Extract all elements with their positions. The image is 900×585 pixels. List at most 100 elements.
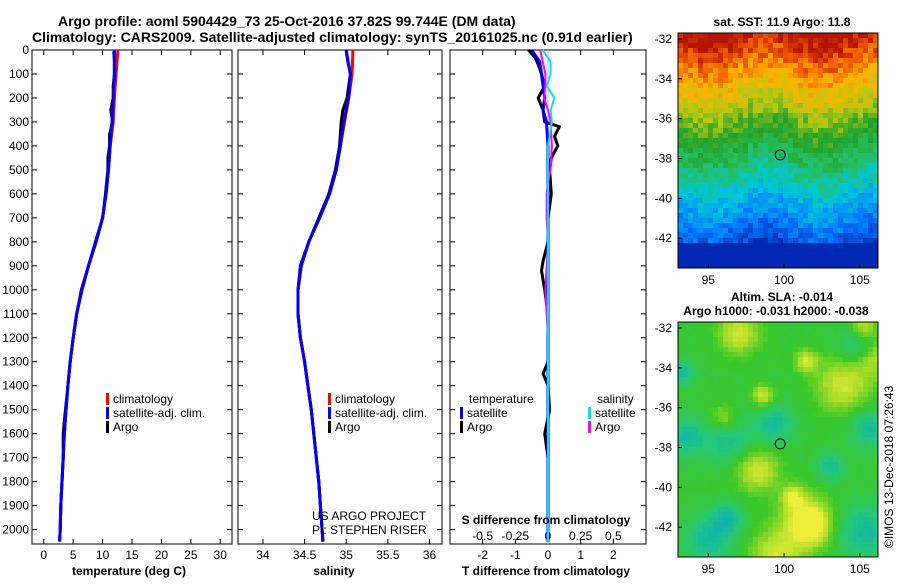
sla-pixel: [793, 432, 798, 437]
sla-pixel: [773, 427, 778, 432]
sst-pixel: [843, 153, 848, 158]
map-lon-label: 105: [850, 562, 870, 576]
sst-pixel: [838, 63, 843, 68]
sla-pixel: [738, 472, 743, 477]
sst-pixel: [848, 193, 853, 198]
sla-pixel: [723, 382, 728, 387]
sla-pixel: [833, 357, 838, 362]
sla-pixel: [793, 442, 798, 447]
sst-pixel: [698, 253, 703, 258]
sla-pixel: [823, 477, 828, 482]
sst-pixel: [763, 158, 768, 163]
sla-pixel: [688, 467, 693, 472]
sst-pixel: [688, 168, 693, 173]
sla-pixel: [863, 342, 868, 347]
sla-pixel: [728, 547, 733, 552]
sst-pixel: [763, 48, 768, 53]
sst-pixel: [678, 193, 683, 198]
sla-pixel: [708, 402, 713, 407]
sla-pixel: [823, 392, 828, 397]
sla-pixel: [713, 357, 718, 362]
sst-pixel: [848, 218, 853, 223]
sla-pixel: [798, 367, 803, 372]
sla-pixel: [788, 502, 793, 507]
sla-pixel: [853, 352, 858, 357]
sst-pixel: [803, 253, 808, 258]
sst-pixel: [788, 113, 793, 118]
sst-pixel: [723, 233, 728, 238]
sst-pixel: [773, 88, 778, 93]
sst-pixel: [863, 73, 868, 78]
sla-pixel: [778, 517, 783, 522]
sla-pixel: [783, 357, 788, 362]
sst-pixel: [818, 173, 823, 178]
sla-pixel: [818, 427, 823, 432]
sla-pixel: [863, 527, 868, 532]
sst-pixel: [863, 138, 868, 143]
sst-pixel: [678, 178, 683, 183]
sst-pixel: [703, 98, 708, 103]
sst-pixel: [738, 118, 743, 123]
sla-pixel: [703, 517, 708, 522]
sst-pixel: [788, 133, 793, 138]
sla-pixel: [793, 507, 798, 512]
sst-pixel: [703, 263, 708, 268]
sla-pixel: [718, 462, 723, 467]
sst-pixel: [713, 213, 718, 218]
sst-pixel: [788, 218, 793, 223]
sla-pixel: [678, 477, 683, 482]
sla-pixel: [793, 367, 798, 372]
sst-pixel: [818, 248, 823, 253]
sst-pixel: [808, 138, 813, 143]
sst-pixel: [728, 253, 733, 258]
sla-pixel: [843, 392, 848, 397]
sst-pixel: [773, 243, 778, 248]
sla-pixel: [773, 357, 778, 362]
sst-pixel: [863, 108, 868, 113]
sla-pixel: [848, 487, 853, 492]
sst-pixel: [858, 68, 863, 73]
sla-pixel: [813, 352, 818, 357]
sla-pixel: [868, 402, 873, 407]
sst-pixel: [833, 33, 838, 38]
sst-pixel: [863, 213, 868, 218]
sla-pixel: [813, 432, 818, 437]
sst-pixel: [823, 123, 828, 128]
sst-pixel: [848, 258, 853, 263]
sla-pixel: [813, 327, 818, 332]
sla-pixel: [868, 497, 873, 502]
sla-pixel: [703, 552, 708, 557]
sst-pixel: [868, 248, 873, 253]
sla-pixel: [683, 332, 688, 337]
sst-pixel: [853, 188, 858, 193]
sla-pixel: [823, 342, 828, 347]
sst-pixel: [798, 78, 803, 83]
sla-pixel: [773, 362, 778, 367]
sla-pixel: [688, 332, 693, 337]
sla-pixel: [748, 387, 753, 392]
sla-pixel: [708, 507, 713, 512]
sla-pixel: [803, 487, 808, 492]
sla-pixel: [713, 482, 718, 487]
sla-pixel: [843, 452, 848, 457]
sla-pixel: [753, 327, 758, 332]
sst-pixel: [688, 48, 693, 53]
sla-pixel: [858, 472, 863, 477]
sst-pixel: [783, 113, 788, 118]
sst-pixel: [678, 138, 683, 143]
sla-pixel: [748, 527, 753, 532]
s-diff-tick-label: 0.25: [569, 529, 593, 543]
sla-pixel: [803, 337, 808, 342]
sla-pixel: [703, 332, 708, 337]
sla-pixel: [758, 522, 763, 527]
sst-pixel: [778, 213, 783, 218]
sst-pixel: [743, 48, 748, 53]
sst-pixel: [723, 53, 728, 58]
sst-pixel: [738, 168, 743, 173]
sla-pixel: [718, 487, 723, 492]
sla-pixel: [703, 502, 708, 507]
sst-pixel: [838, 173, 843, 178]
sst-pixel: [763, 93, 768, 98]
legend-label-satellite: satellite-adj. clim.: [335, 406, 427, 420]
sst-pixel: [833, 263, 838, 268]
